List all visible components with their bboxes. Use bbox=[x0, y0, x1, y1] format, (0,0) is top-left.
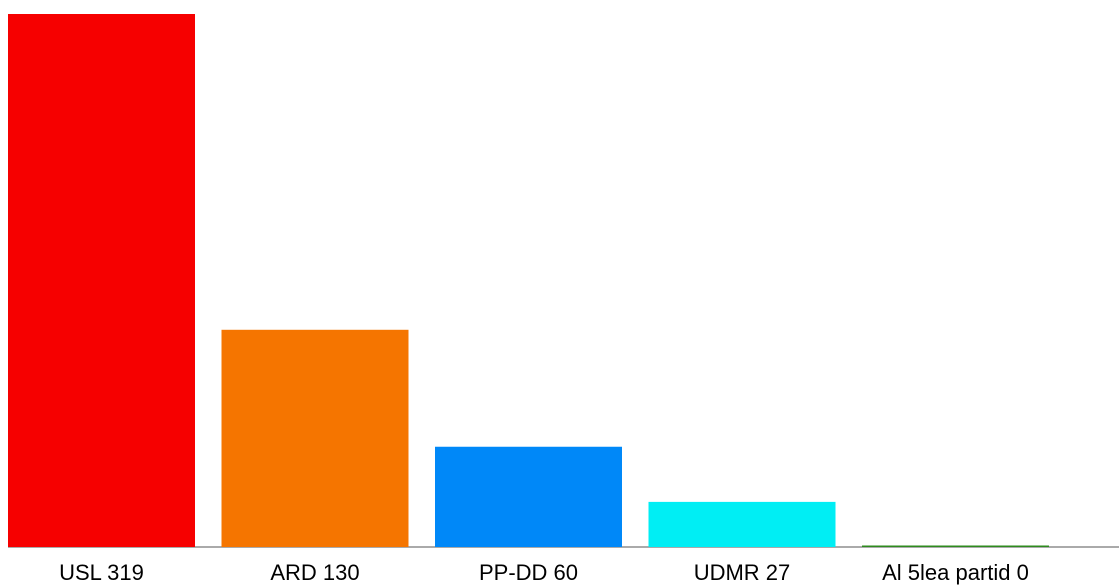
bar-label-al-5lea-partid: Al 5lea partid 0 bbox=[882, 560, 1029, 585]
bar-usl bbox=[8, 14, 195, 547]
bar-pp-dd bbox=[435, 446, 622, 547]
bar-label-ard: ARD 130 bbox=[270, 560, 359, 585]
labels-group: USL 319 ARD 130 PP-DD 60 UDMR 27 Al 5lea par… bbox=[59, 560, 1029, 585]
bar-label-usl: USL 319 bbox=[59, 560, 144, 585]
bars-group bbox=[8, 14, 1049, 547]
bar-al-5lea-partid bbox=[862, 545, 1049, 547]
bar-label-udmr: UDMR 27 bbox=[694, 560, 791, 585]
bar-ard bbox=[221, 329, 409, 547]
bar-label-pp-dd: PP-DD 60 bbox=[479, 560, 578, 585]
bar-udmr bbox=[648, 501, 836, 547]
